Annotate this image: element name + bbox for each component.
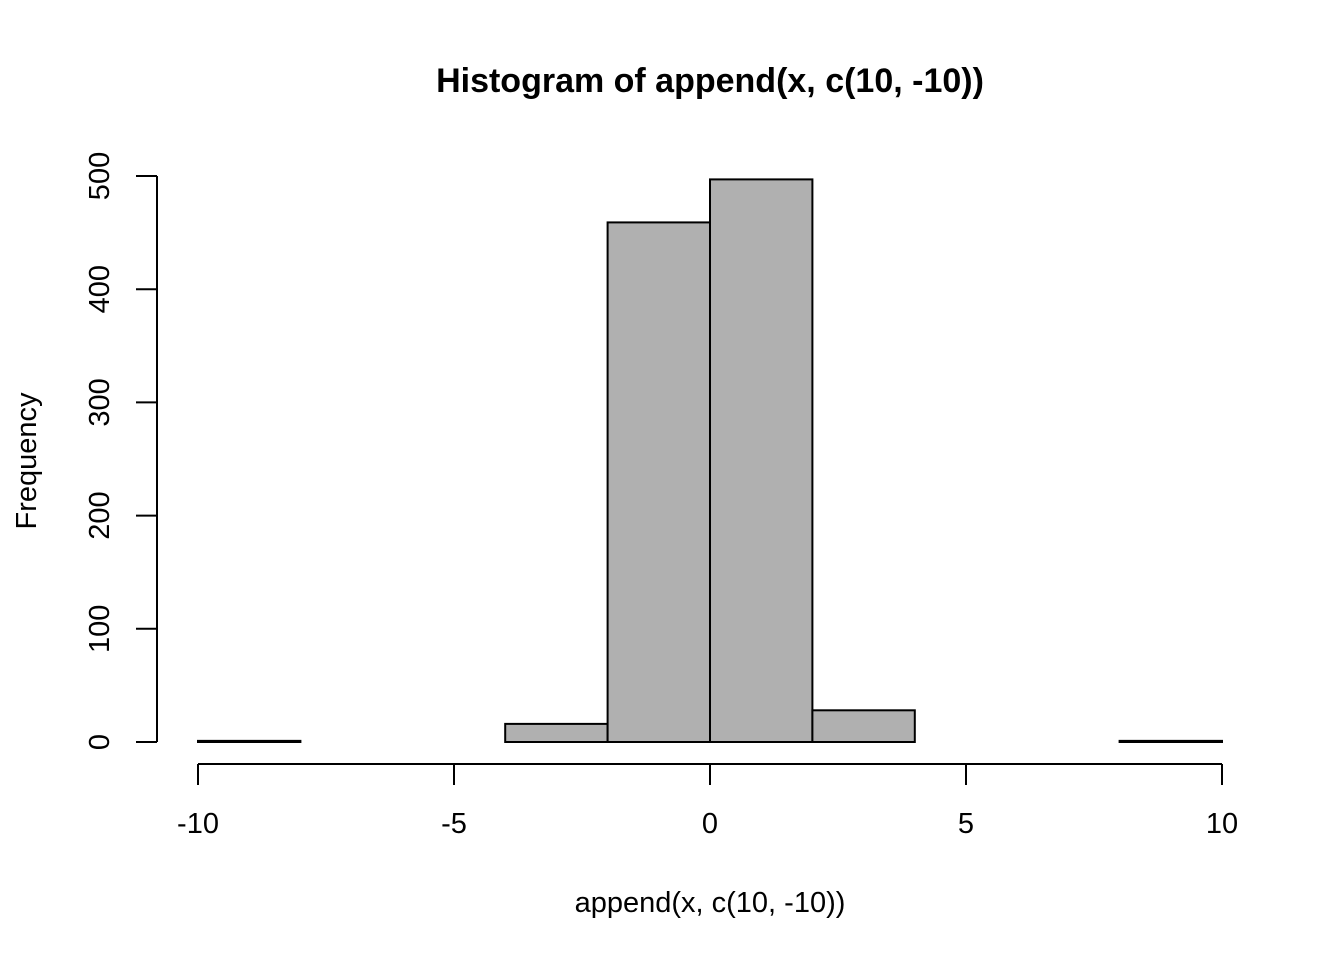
y-tick-label: 100 bbox=[84, 605, 116, 653]
x-axis-label: append(x, c(10, -10)) bbox=[575, 887, 846, 919]
x-tick-label: -10 bbox=[177, 808, 219, 840]
histogram-bar-4 bbox=[606, 221, 711, 744]
y-tick-label: 300 bbox=[84, 378, 116, 426]
chart-title: Histogram of append(x, c(10, -10)) bbox=[436, 62, 984, 100]
x-tick-label: 5 bbox=[958, 808, 974, 840]
histogram-bar-5 bbox=[709, 178, 814, 743]
y-tick-label: 200 bbox=[84, 491, 116, 539]
histogram-bar-9 bbox=[1118, 739, 1223, 743]
y-tick-label: 400 bbox=[84, 265, 116, 313]
bars-group bbox=[197, 178, 1223, 744]
y-axis: 0 100 200 300 400 500 bbox=[84, 152, 158, 750]
x-tick-label: 0 bbox=[702, 808, 718, 840]
histogram-bar-6 bbox=[811, 709, 916, 744]
histogram-bar-0 bbox=[197, 739, 302, 743]
x-tick-label: 10 bbox=[1206, 808, 1238, 840]
y-tick-label: 0 bbox=[84, 734, 116, 750]
y-tick-label: 500 bbox=[84, 152, 116, 200]
histogram-bar-3 bbox=[504, 722, 609, 743]
y-axis-label: Frequency bbox=[11, 392, 43, 530]
x-axis: -10 -5 0 5 10 bbox=[177, 763, 1238, 840]
x-tick-label: -5 bbox=[441, 808, 467, 840]
